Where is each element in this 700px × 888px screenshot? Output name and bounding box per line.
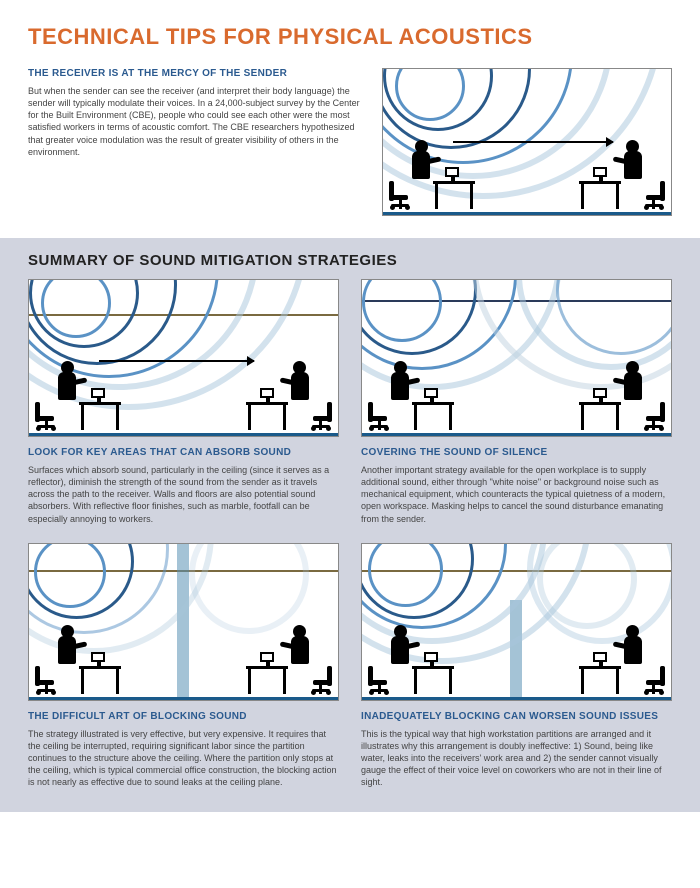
- panel-absorb: LOOK FOR KEY AREAS THAT CAN ABSORB SOUND…: [28, 279, 339, 525]
- panel-block: THE DIFFICULT ART OF BLOCKING SOUND The …: [28, 543, 339, 789]
- panel-block-heading: THE DIFFICULT ART OF BLOCKING SOUND: [28, 711, 339, 722]
- intro-body: But when the sender can see the receiver…: [28, 85, 366, 158]
- page-title: TECHNICAL TIPS FOR PHYSICAL ACOUSTICS: [28, 24, 672, 50]
- panel-absorb-diagram: [28, 279, 339, 437]
- panel-inadequate-heading: INADEQUATELY BLOCKING CAN WORSEN SOUND I…: [361, 711, 672, 722]
- panel-absorb-body: Surfaces which absorb sound, particularl…: [28, 464, 339, 525]
- summary-title: SUMMARY OF SOUND MITIGATION STRATEGIES: [28, 252, 672, 269]
- panel-cover-body: Another important strategy available for…: [361, 464, 672, 525]
- panel-cover-diagram: [361, 279, 672, 437]
- panel-inadequate: INADEQUATELY BLOCKING CAN WORSEN SOUND I…: [361, 543, 672, 789]
- panel-inadequate-body: This is the typical way that high workst…: [361, 728, 672, 789]
- intro-diagram: [382, 68, 672, 216]
- panel-block-diagram: [28, 543, 339, 701]
- intro-row: THE RECEIVER IS AT THE MERCY OF THE SEND…: [28, 68, 672, 216]
- panel-inadequate-diagram: [361, 543, 672, 701]
- intro-heading: THE RECEIVER IS AT THE MERCY OF THE SEND…: [28, 68, 366, 79]
- panel-cover-heading: COVERING THE SOUND OF SILENCE: [361, 447, 672, 458]
- panel-block-body: The strategy illustrated is very effecti…: [28, 728, 339, 789]
- panel-cover: COVERING THE SOUND OF SILENCE Another im…: [361, 279, 672, 525]
- summary-block: SUMMARY OF SOUND MITIGATION STRATEGIES: [0, 238, 700, 812]
- panel-absorb-heading: LOOK FOR KEY AREAS THAT CAN ABSORB SOUND: [28, 447, 339, 458]
